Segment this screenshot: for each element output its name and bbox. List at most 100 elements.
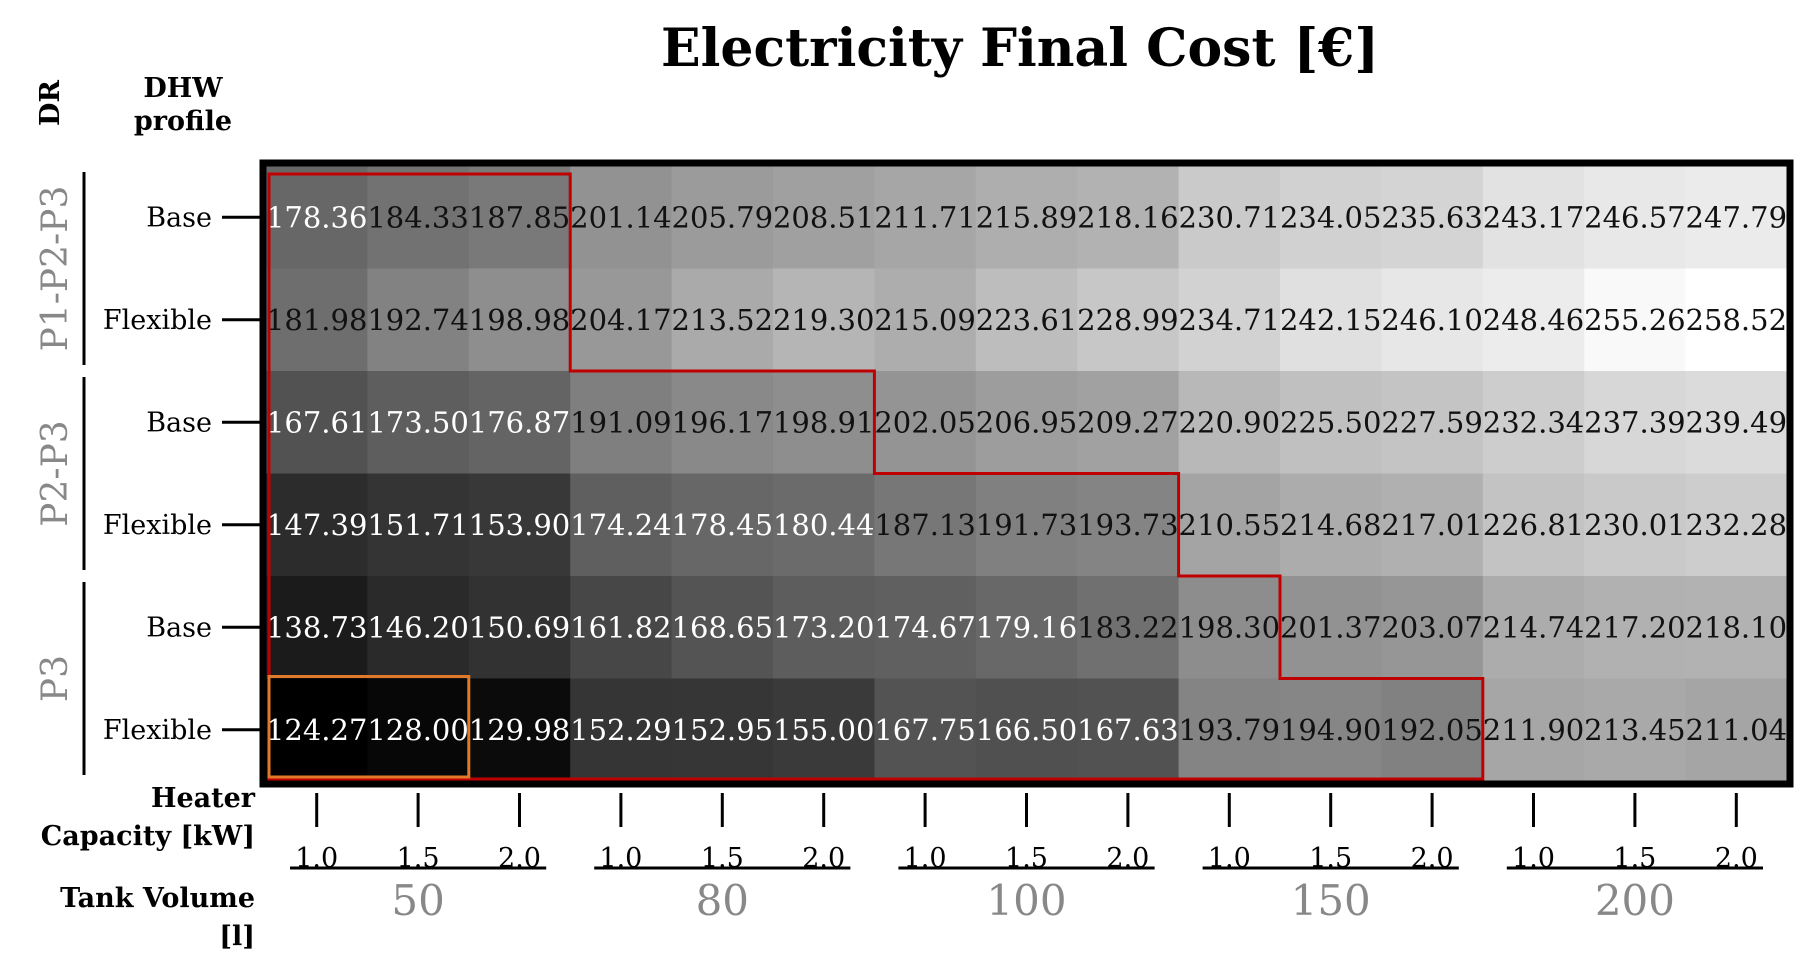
tank-volume-label: 100 bbox=[986, 876, 1066, 925]
cell-value-label: 226.81 bbox=[1483, 508, 1584, 542]
tank-volume-label: 50 bbox=[391, 876, 444, 925]
heatmap-cell bbox=[1685, 166, 1788, 270]
cell-value-label: 187.13 bbox=[874, 508, 975, 542]
heatmap-cell bbox=[1280, 268, 1382, 372]
cell-value-label: 217.20 bbox=[1584, 610, 1685, 644]
dhw-profile-label: Base bbox=[146, 202, 212, 233]
dhw-profile-label: Flexible bbox=[103, 510, 212, 541]
cell-value-label: 218.10 bbox=[1686, 610, 1787, 644]
heatmap-cell bbox=[773, 268, 875, 372]
cell-value-label: 192.74 bbox=[367, 303, 468, 337]
dhw-profile-label: Base bbox=[146, 407, 212, 438]
cell-value-label: 248.46 bbox=[1483, 303, 1584, 337]
dr-group-label: P3 bbox=[35, 655, 76, 702]
heatmap-cell bbox=[671, 678, 774, 782]
heatmap-cell bbox=[1584, 166, 1687, 270]
heatmap-cell bbox=[874, 473, 977, 577]
heatmap-cell bbox=[1381, 576, 1484, 680]
cell-value-label: 239.49 bbox=[1686, 405, 1787, 439]
cell-value-label: 258.52 bbox=[1686, 303, 1787, 337]
cell-value-label: 198.30 bbox=[1179, 610, 1280, 644]
heatmap-cell bbox=[570, 371, 673, 475]
cell-value-label: 184.33 bbox=[367, 200, 468, 234]
heatmap-cell bbox=[1077, 473, 1180, 577]
heatmap-cell bbox=[773, 371, 875, 475]
heatmap-cell bbox=[468, 268, 571, 372]
cell-value-label: 246.10 bbox=[1381, 303, 1482, 337]
heatmap-cell bbox=[1482, 576, 1585, 680]
cell-value-label: 198.91 bbox=[773, 405, 874, 439]
cell-value-label: 155.00 bbox=[773, 713, 874, 747]
heatmap-cell bbox=[1584, 371, 1687, 475]
cell-value-label: 191.73 bbox=[976, 508, 1077, 542]
heatmap-cell bbox=[671, 371, 774, 475]
cell-value-label: 129.98 bbox=[469, 713, 570, 747]
cell-value-label: 203.07 bbox=[1381, 610, 1482, 644]
heatmap-cell bbox=[570, 473, 673, 577]
heatmap-cell bbox=[570, 576, 673, 680]
heatmap-cell bbox=[468, 166, 571, 270]
cell-value-label: 204.17 bbox=[570, 303, 671, 337]
cell-value-label: 192.05 bbox=[1381, 713, 1482, 747]
cell-value-label: 167.75 bbox=[874, 713, 975, 747]
heatmap-cell bbox=[1482, 166, 1585, 270]
heatmap-cell bbox=[773, 473, 875, 577]
heatmap-cell bbox=[773, 166, 875, 270]
heatmap-cell bbox=[1077, 371, 1180, 475]
cell-value-label: 223.61 bbox=[976, 303, 1077, 337]
heatmap-cell bbox=[874, 166, 977, 270]
dr-group-label: P2-P3 bbox=[35, 420, 76, 526]
cell-value-label: 237.39 bbox=[1584, 405, 1685, 439]
cell-value-label: 173.20 bbox=[773, 610, 874, 644]
heatmap-cell bbox=[367, 371, 470, 475]
cell-value-label: 161.82 bbox=[570, 610, 671, 644]
cell-value-label: 174.24 bbox=[570, 508, 671, 542]
heatmap-cell bbox=[468, 473, 571, 577]
heatmap-cell bbox=[1482, 268, 1585, 372]
cell-value-label: 228.99 bbox=[1077, 303, 1178, 337]
heatmap-cell bbox=[874, 576, 977, 680]
cell-value-label: 128.00 bbox=[367, 713, 468, 747]
cell-value-label: 138.73 bbox=[266, 610, 367, 644]
heatmap-cell bbox=[570, 268, 673, 372]
heatmap-cell bbox=[874, 678, 977, 782]
cell-value-label: 178.36 bbox=[266, 200, 367, 234]
heatmap-frame bbox=[259, 159, 1794, 788]
cell-value-label: 210.55 bbox=[1179, 508, 1280, 542]
heatmap-cell bbox=[1280, 371, 1382, 475]
heatmap-cell bbox=[367, 678, 470, 782]
heatmap-cell bbox=[671, 268, 774, 372]
cell-value-label: 211.04 bbox=[1686, 713, 1787, 747]
cell-value-label: 181.98 bbox=[266, 303, 367, 337]
heatmap-cell bbox=[1077, 576, 1180, 680]
cell-value-label: 152.29 bbox=[570, 713, 671, 747]
heatmap-cell bbox=[1077, 166, 1180, 270]
cell-value-label: 198.98 bbox=[469, 303, 570, 337]
cell-value-label: 208.51 bbox=[773, 200, 874, 234]
cell-value-label: 243.17 bbox=[1483, 200, 1584, 234]
heatmap-cell bbox=[1482, 678, 1585, 782]
heatmap-cell bbox=[1685, 473, 1788, 577]
heatmap-cell bbox=[1178, 678, 1281, 782]
dr-group-label: P1-P2-P3 bbox=[35, 186, 76, 352]
dhw-profile-label: Flexible bbox=[103, 305, 212, 336]
cell-value-label: 193.79 bbox=[1179, 713, 1280, 747]
cell-value-label: 246.57 bbox=[1584, 200, 1685, 234]
heatmap-cell bbox=[266, 473, 368, 577]
heatmap-cell bbox=[1178, 166, 1281, 270]
heatmap-cell bbox=[1685, 678, 1788, 782]
heatmap-cell bbox=[1584, 576, 1687, 680]
heater-capacity-label: Heater Capacity [kW] bbox=[40, 783, 255, 852]
cell-value-label: 152.95 bbox=[672, 713, 773, 747]
cell-value-label: 147.39 bbox=[266, 508, 367, 542]
heatmap-cell bbox=[266, 678, 368, 782]
cell-value-label: 214.68 bbox=[1280, 508, 1381, 542]
cell-value-label: 206.95 bbox=[976, 405, 1077, 439]
cell-value-label: 227.59 bbox=[1381, 405, 1482, 439]
heatmap-cell bbox=[1584, 678, 1687, 782]
heatmap-cell bbox=[1178, 473, 1281, 577]
cell-value-label: 196.17 bbox=[672, 405, 773, 439]
cell-value-label: 209.27 bbox=[1077, 405, 1178, 439]
cell-value-label: 180.44 bbox=[773, 508, 874, 542]
